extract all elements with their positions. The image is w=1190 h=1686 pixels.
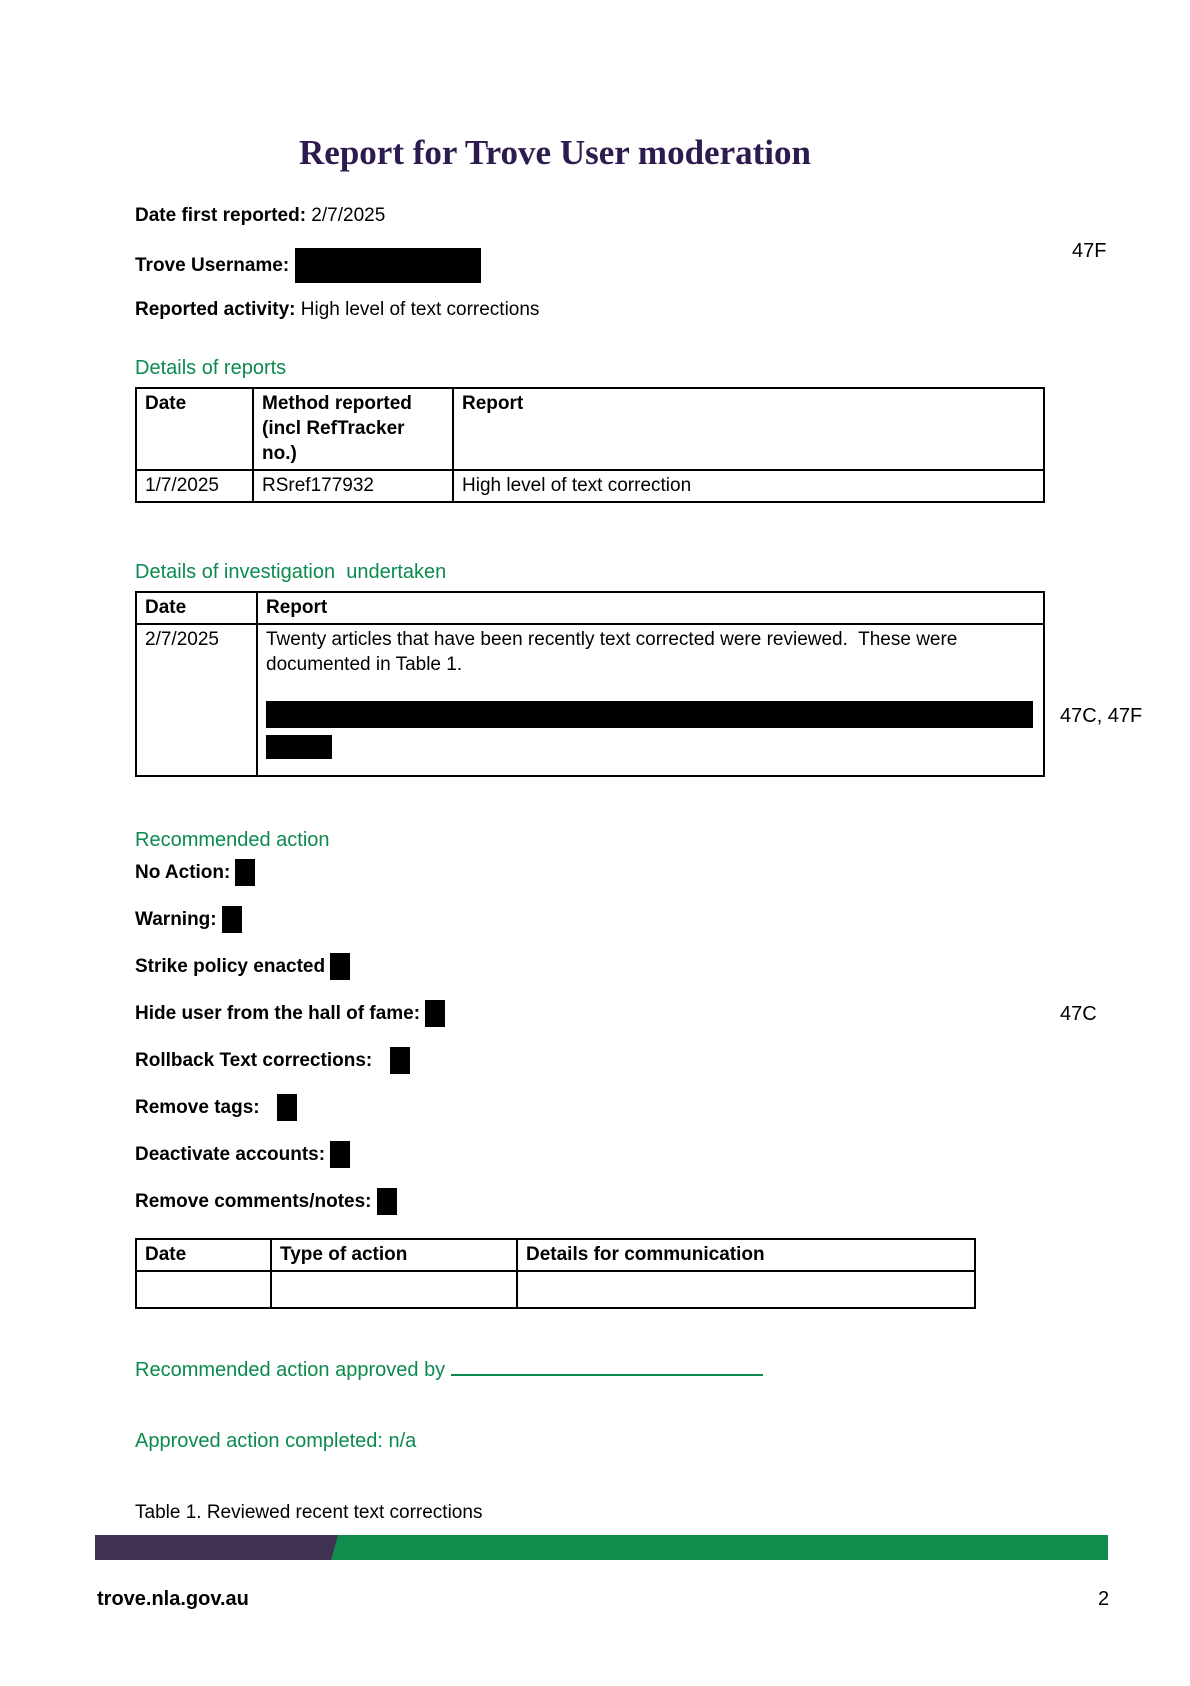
section-heading-reports: Details of reports xyxy=(135,357,287,379)
approved-by-line: Recommended action approved by xyxy=(135,1356,764,1382)
option-rollback-text-corrections: Rollback Text corrections: xyxy=(135,1046,410,1078)
table-header-cell: Report xyxy=(452,387,1045,471)
table-header-cell: Details for communication xyxy=(516,1238,976,1272)
table-cell xyxy=(135,1270,272,1309)
table-header-cell: Date xyxy=(135,1238,272,1272)
redaction-bar xyxy=(266,701,1033,728)
approved-completed-line: Approved action completed: n/a xyxy=(135,1430,417,1452)
reports-table: Date Method reported (incl RefTracker no… xyxy=(135,387,1045,503)
table-cell xyxy=(516,1270,976,1309)
redaction-box xyxy=(276,1094,297,1122)
field-reported-activity: Reported activity: High level of text co… xyxy=(135,296,539,323)
redaction-box-username xyxy=(295,247,482,283)
option-remove-tags: Remove tags: xyxy=(135,1093,297,1125)
option-deactivate-accounts: Deactivate accounts: xyxy=(135,1140,351,1172)
approved-by-label: Recommended action approved by xyxy=(135,1359,446,1381)
table-cell: 2/7/2025 xyxy=(135,623,258,777)
option-label: Deactivate accounts: xyxy=(135,1144,326,1165)
table-cell xyxy=(270,1270,518,1309)
option-label: Warning: xyxy=(135,909,217,930)
signature-line xyxy=(451,1356,764,1376)
investigation-table: Date Report 2/7/2025 Twenty articles tha… xyxy=(135,591,1045,777)
redaction-box xyxy=(221,906,242,934)
redaction-box xyxy=(330,1141,351,1169)
table-header-cell: Date xyxy=(135,387,254,471)
table-header-row: Date Type of action Details for communic… xyxy=(135,1238,976,1272)
reported-activity-value: High level of text corrections xyxy=(295,299,540,320)
footer-decorative-bar xyxy=(95,1535,1108,1560)
footer-page-number: 2 xyxy=(1098,1588,1110,1610)
action-table: Date Type of action Details for communic… xyxy=(135,1238,976,1309)
redaction-box xyxy=(235,859,256,887)
field-trove-username: Trove Username: xyxy=(135,246,482,284)
foi-marking-47c: 47C xyxy=(1060,1003,1097,1025)
table-row: 1/7/2025 RSref177932 High level of text … xyxy=(135,469,1045,503)
redaction-box xyxy=(330,953,351,981)
option-label: No Action: xyxy=(135,862,231,883)
table-cell: Twenty articles that have been recently … xyxy=(256,623,1045,777)
table-header-cell: Method reported (incl RefTracker no.) xyxy=(252,387,454,471)
field-date-first-reported: Date first reported: 2/7/2025 xyxy=(135,202,385,229)
option-hide-hall-of-fame: Hide user from the hall of fame: xyxy=(135,999,446,1031)
table-header-row: Date Report xyxy=(135,591,1045,625)
table-row-empty xyxy=(135,1270,976,1309)
section-heading-recommended-action: Recommended action xyxy=(135,829,330,851)
option-strike-policy: Strike policy enacted xyxy=(135,952,351,984)
foi-marking-47c-47f: 47C, 47F xyxy=(1060,705,1143,727)
table1-caption: Table 1. Reviewed recent text correction… xyxy=(135,1502,483,1523)
option-label: Rollback Text corrections: xyxy=(135,1050,378,1071)
option-label: Remove tags: xyxy=(135,1097,265,1118)
option-label: Hide user from the hall of fame: xyxy=(135,1003,421,1024)
page-title: Report for Trove User moderation xyxy=(299,133,811,173)
redaction-bar-small xyxy=(266,735,332,759)
foi-marking-47f: 47F xyxy=(1072,240,1107,262)
section-heading-investigation: Details of investigation undertaken xyxy=(135,561,447,583)
table-header-cell: Date xyxy=(135,591,258,625)
option-remove-comments-notes: Remove comments/notes: xyxy=(135,1187,397,1219)
trove-username-label: Trove Username: xyxy=(135,254,290,276)
option-no-action: No Action: xyxy=(135,858,256,890)
table-header-row: Date Method reported (incl RefTracker no… xyxy=(135,387,1045,471)
table-header-cell: Type of action xyxy=(270,1238,518,1272)
table-header-cell: Report xyxy=(256,591,1045,625)
redaction-box xyxy=(425,1000,446,1028)
redaction-box xyxy=(389,1047,410,1075)
option-label: Strike policy enacted xyxy=(135,956,326,977)
redaction-box xyxy=(376,1188,397,1216)
table-row: 2/7/2025 Twenty articles that have been … xyxy=(135,623,1045,777)
investigation-report-text: Twenty articles that have been recently … xyxy=(266,629,963,675)
table-cell: 1/7/2025 xyxy=(135,469,254,503)
option-warning: Warning: xyxy=(135,905,242,937)
reported-activity-label: Reported activity: xyxy=(135,299,296,320)
table-cell: RSref177932 xyxy=(252,469,454,503)
date-first-reported-value: 2/7/2025 xyxy=(306,205,386,226)
date-first-reported-label: Date first reported: xyxy=(135,205,307,226)
table-cell: High level of text correction xyxy=(452,469,1045,503)
option-label: Remove comments/notes: xyxy=(135,1191,372,1212)
footer-bar-purple-segment xyxy=(95,1535,338,1560)
footer-site-url: trove.nla.gov.au xyxy=(97,1588,249,1610)
